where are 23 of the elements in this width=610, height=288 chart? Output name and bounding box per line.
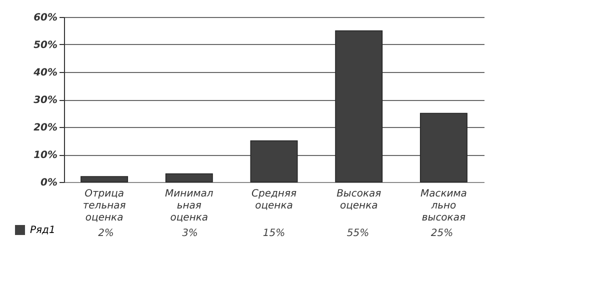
x-tick-label: Минимал ьная оценка bbox=[165, 188, 214, 224]
x-tick-label: Средняя оценка bbox=[252, 188, 296, 212]
y-tick-label: 30% bbox=[34, 95, 58, 106]
data-label: 25% bbox=[430, 228, 454, 239]
y-tick-label: 20% bbox=[34, 122, 58, 134]
x-tick-label: Маскима льно высокая bbox=[420, 188, 467, 224]
x-tick-label: Отрица тельная оценка bbox=[82, 188, 126, 224]
x-tick-label: Высокая оценка bbox=[336, 188, 382, 212]
data-label: 2% bbox=[98, 228, 114, 239]
bar bbox=[250, 140, 298, 182]
data-label: 15% bbox=[262, 228, 286, 239]
bar bbox=[420, 112, 468, 182]
y-tick-label: 50% bbox=[34, 40, 58, 51]
bar bbox=[165, 173, 213, 182]
y-tick-label: 0% bbox=[40, 178, 58, 188]
data-label: 3% bbox=[182, 228, 198, 239]
bar bbox=[335, 30, 383, 182]
legend-label: Ряд1 bbox=[30, 225, 56, 236]
y-tick-label: 10% bbox=[34, 150, 58, 161]
data-label: 55% bbox=[346, 228, 370, 239]
bar bbox=[80, 176, 128, 182]
y-tick-label: 40% bbox=[32, 68, 58, 78]
y-tick-label: 60% bbox=[34, 12, 58, 24]
